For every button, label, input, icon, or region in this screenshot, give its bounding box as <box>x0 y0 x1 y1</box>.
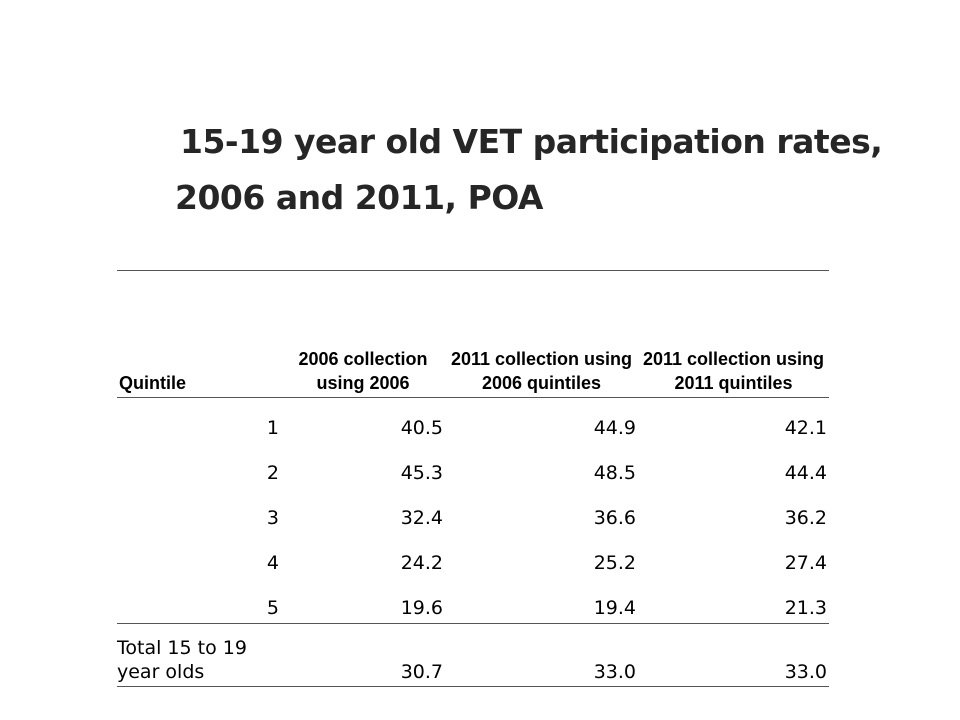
header-quintile: Quintile <box>119 373 186 393</box>
value-cell: 45.3 <box>400 462 443 484</box>
value-cell: 19.6 <box>400 597 443 619</box>
value-cell: 27.4 <box>784 552 827 574</box>
quintile-cell: 5 <box>266 597 279 619</box>
title-line-2: 2006 and 2011, POA <box>175 178 543 217</box>
participation-table: Quintile 2006 collection using 2006 2011… <box>117 270 829 687</box>
header-2011-collection-2006-quintiles: 2011 collection using 2006 quintiles <box>450 349 633 393</box>
value-cell: 48.5 <box>593 462 636 484</box>
value-cell: 36.2 <box>784 507 827 529</box>
value-cell: 40.5 <box>400 417 443 439</box>
value-cell: 42.1 <box>784 417 827 439</box>
quintile-cell: 4 <box>266 552 279 574</box>
quintile-cell: 3 <box>266 507 279 529</box>
quintile-cell: 2 <box>266 462 279 484</box>
table-row: 4 24.2 25.2 27.4 <box>117 533 829 578</box>
value-cell: 24.2 <box>400 552 443 574</box>
total-value-cell: 33.0 <box>593 661 636 683</box>
slide-title: 15-19 year old VET participation rates, … <box>150 114 890 226</box>
total-label: Total 15 to 19 year olds <box>117 637 247 683</box>
value-cell: 25.2 <box>593 552 636 574</box>
table-row: 2 45.3 48.5 44.4 <box>117 443 829 488</box>
header-2006-collection: 2006 collection using 2006 <box>298 349 428 393</box>
value-cell: 36.6 <box>593 507 636 529</box>
quintile-cell: 1 <box>266 417 279 439</box>
value-cell: 44.9 <box>593 417 636 439</box>
value-cell: 44.4 <box>784 462 827 484</box>
header-2011-collection-2011-quintiles: 2011 collection using 2011 quintiles <box>642 349 825 393</box>
total-value-cell: 33.0 <box>784 661 827 683</box>
value-cell: 32.4 <box>400 507 443 529</box>
title-line-1: 15-19 year old VET participation rates, <box>180 122 883 161</box>
table-row: 3 32.4 36.6 36.2 <box>117 488 829 533</box>
table-row: 1 40.5 44.9 42.1 <box>117 398 829 444</box>
value-cell: 21.3 <box>784 597 827 619</box>
header-row: Quintile 2006 collection using 2006 2011… <box>117 270 829 398</box>
value-cell: 19.4 <box>593 597 636 619</box>
total-row: Total 15 to 19 year olds 30.7 33.0 33.0 <box>117 623 829 687</box>
total-value-cell: 30.7 <box>400 661 443 683</box>
table-row: 5 19.6 19.4 21.3 <box>117 578 829 624</box>
